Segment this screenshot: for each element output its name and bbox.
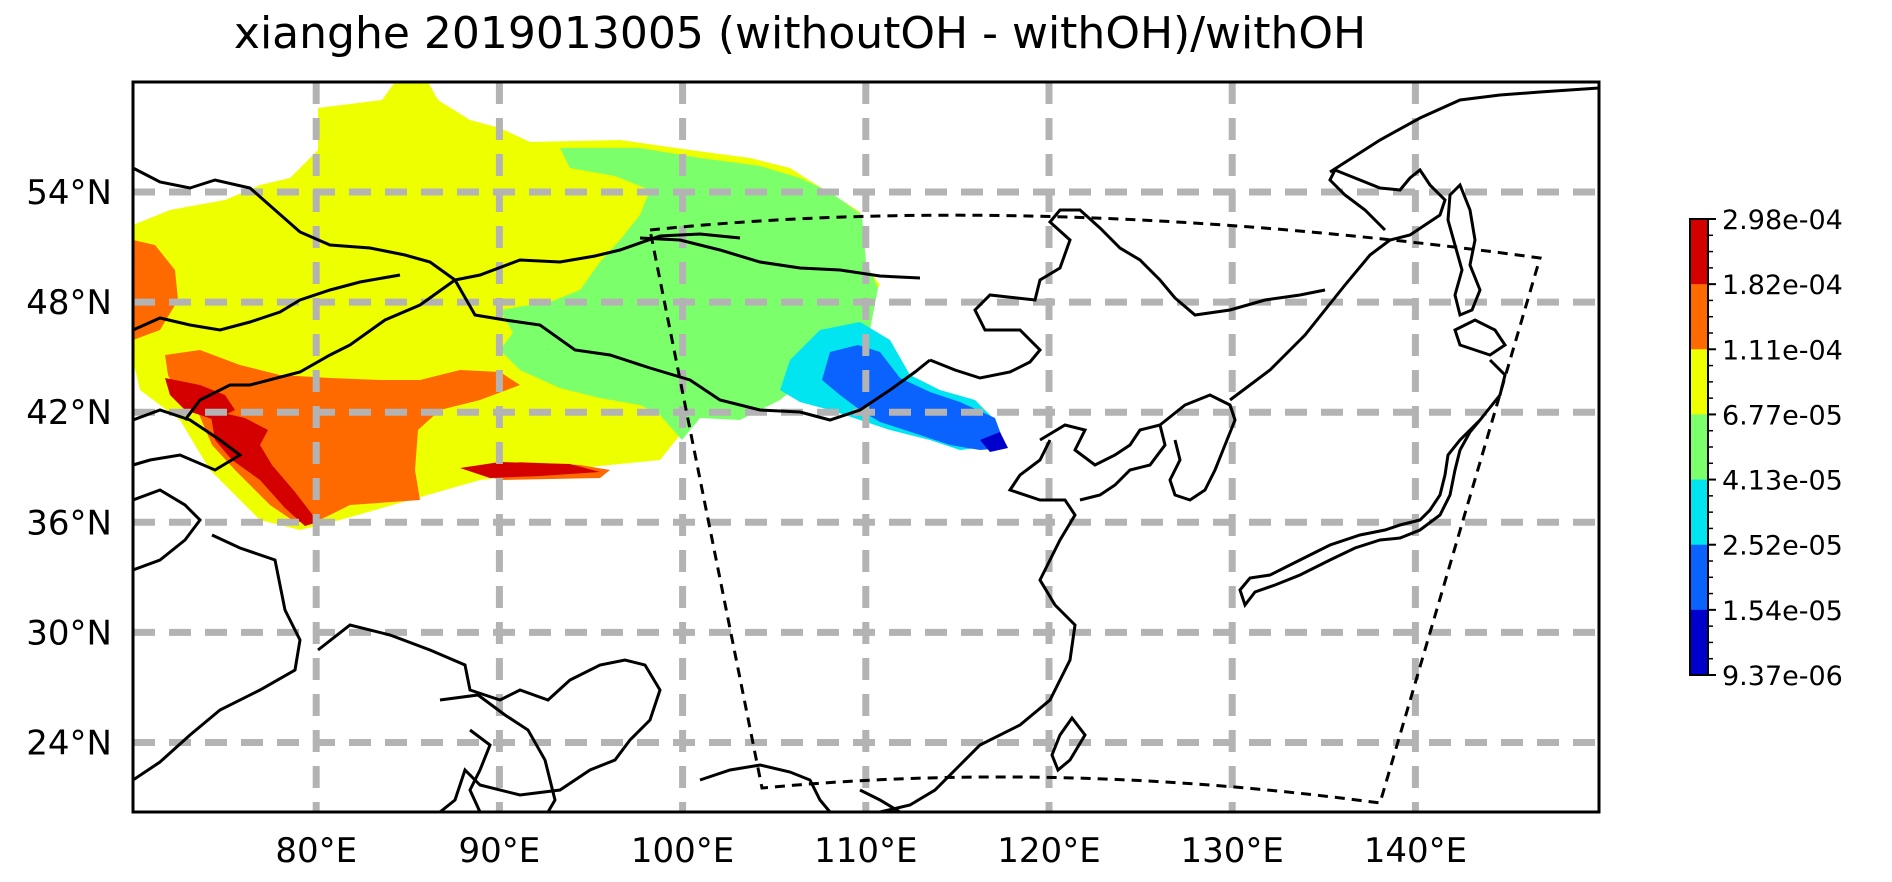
colorbar-segment	[1690, 414, 1708, 481]
lon-tick-label: 120°E	[997, 831, 1100, 871]
page-title: xianghe 2019013005 (withoutOH - withOH)/…	[233, 8, 1367, 59]
coast-bohai	[1039, 423, 1167, 502]
coastlines-borders	[133, 86, 1599, 812]
colorbar-segment	[1690, 284, 1708, 350]
lon-tick-label: 140°E	[1364, 831, 1467, 871]
colorbar-segment	[1690, 349, 1708, 415]
border-mongolia-south	[504, 318, 931, 422]
data-field	[133, 82, 1008, 530]
colorbar: 2.98e-04 1.82e-04 1.11e-04 6.77e-05 4.13e-05…	[1689, 205, 1843, 692]
lat-tick-label: 42°N	[26, 393, 112, 433]
border-mongolia-north	[639, 236, 921, 280]
border-central-asia	[133, 408, 243, 572]
lat-tick-label: 30°N	[26, 613, 112, 653]
coast-korea	[1159, 393, 1237, 502]
border-kazakh-south	[133, 273, 401, 332]
domain-boundary	[648, 213, 1542, 805]
lon-tick-label: 90°E	[459, 831, 541, 871]
lon-tick-labels: 80°E 90°E 100°E 110°E 120°E 130°E 140°E	[275, 831, 1467, 871]
lon-tick-label: 110°E	[814, 831, 917, 871]
field-red	[165, 378, 600, 526]
border-china-mainland-coast	[929, 208, 1326, 380]
colorbar-label: 1.54e-05	[1722, 596, 1843, 627]
gridlines	[133, 82, 1599, 812]
border-china-west	[183, 278, 506, 421]
border-himalaya	[317, 623, 662, 812]
lat-tick-labels: 54°N 48°N 42°N 36°N 30°N 24°N	[26, 173, 112, 764]
coast-taiwan	[1050, 715, 1087, 773]
field-green-strip	[500, 300, 720, 375]
lat-tick-label: 48°N	[26, 283, 112, 323]
colorbar-label: 1.82e-04	[1722, 270, 1843, 301]
coast-indochina	[699, 763, 901, 812]
colorbar-segment	[1690, 479, 1708, 546]
field-green	[500, 148, 878, 440]
coast-russia-far-east	[1229, 86, 1599, 402]
border-pakistan-india	[133, 533, 302, 782]
colorbar-segment	[1690, 609, 1708, 676]
colorbar-label: 2.52e-05	[1722, 531, 1843, 562]
map-frame	[131, 80, 1601, 814]
lon-tick-label: 130°E	[1181, 831, 1284, 871]
lat-tick-label: 24°N	[26, 724, 112, 764]
coast-japan	[1238, 358, 1507, 609]
lat-tick-label: 36°N	[26, 503, 112, 543]
colorbar-segment	[1690, 219, 1708, 285]
lon-tick-label: 100°E	[631, 831, 734, 871]
border-kazakh-russia	[133, 166, 741, 282]
border-bangladesh-myanmar	[439, 693, 557, 812]
lat-tick-label: 54°N	[26, 173, 112, 213]
lon-tick-label: 80°E	[275, 831, 357, 871]
colorbar-label: 6.77e-05	[1722, 400, 1843, 431]
colorbar-segment	[1690, 544, 1708, 611]
colorbar-label: 4.13e-05	[1722, 466, 1843, 497]
coast-hokkaido	[1453, 318, 1508, 357]
colorbar-label: 1.11e-04	[1722, 335, 1843, 366]
field-darkblue	[980, 432, 1008, 452]
coast-east-china	[879, 439, 1077, 812]
colorbar-label: 2.98e-04	[1722, 205, 1843, 236]
coast-sakhalin	[1446, 182, 1482, 318]
colorbar-label: 9.37e-06	[1722, 661, 1843, 692]
